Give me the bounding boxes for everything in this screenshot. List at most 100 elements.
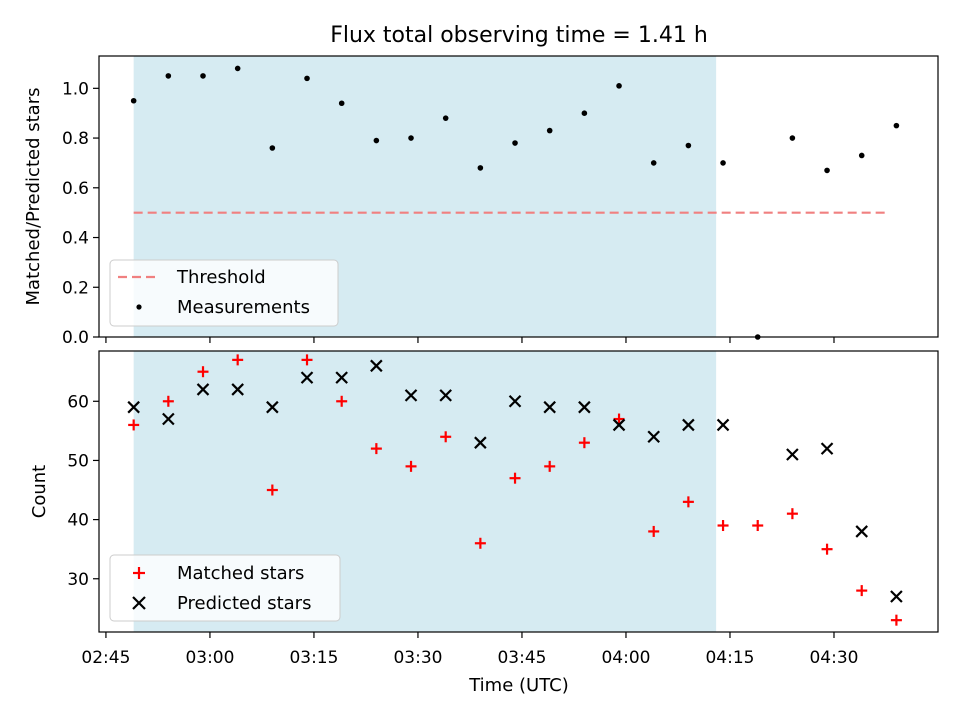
x-tick-label: 04:00: [601, 648, 650, 668]
matched-star-marker: [509, 472, 521, 484]
predicted-star-marker: [612, 418, 626, 432]
y-tick-label: 1.0: [62, 79, 89, 99]
y-tick-label: 40: [67, 511, 89, 531]
y-tick-label: 0.6: [62, 179, 89, 199]
measurement-point: [789, 135, 796, 141]
measurement-point: [893, 122, 900, 129]
x-tick-label: 03:45: [497, 648, 546, 668]
matched-star-marker: [370, 443, 382, 455]
ratio-panel: 0.0 0.2 0.4 0.6 0.8 1.0 Matched/Predicted sta…: [23, 55, 939, 348]
predicted-star-marker: [335, 371, 348, 384]
x-tick-label: 03:30: [393, 648, 442, 668]
predicted-star-marker: [231, 383, 244, 396]
predicted-star-marker: [127, 400, 140, 414]
ratio-y-axis: 0.0 0.2 0.4 0.6 0.8 1.0: [62, 79, 99, 348]
x-tick-label: 04:15: [705, 648, 754, 668]
predicted-star-marker: [890, 590, 903, 603]
legend-matched-swatch: [133, 567, 145, 579]
predicted-star-marker: [266, 400, 279, 414]
x-tick-label: 03:00: [185, 648, 234, 668]
measurement-point: [477, 165, 484, 171]
matched-star-marker: [440, 431, 452, 443]
matched-star-marker: [162, 395, 174, 407]
predicted-stars-markers: [127, 359, 903, 603]
legend-measurements-label: Measurements: [177, 297, 310, 318]
measurement-point: [546, 127, 553, 134]
matched-star-marker: [648, 525, 660, 537]
legend-predicted-swatch: [132, 596, 146, 610]
predicted-star-marker: [786, 448, 799, 461]
predicted-star-marker: [647, 430, 660, 444]
predicted-star-marker: [508, 395, 522, 408]
matched-star-marker: [266, 484, 278, 496]
predicted-star-marker: [404, 389, 418, 402]
matched-star-marker: [405, 460, 417, 472]
count-x-axis: 02:45 03:00 03:15 03:30 03:45 04:00 04:15 04:30: [81, 632, 858, 668]
x-tick-label: 02:45: [81, 648, 130, 668]
ratio-x-ticks: [105, 337, 835, 343]
legend-matched-label: Matched stars: [177, 563, 304, 584]
measurement-point: [442, 115, 449, 121]
predicted-star-marker: [855, 525, 869, 538]
measurement-point: [234, 65, 241, 72]
predicted-star-marker: [439, 389, 452, 402]
matched-star-marker: [821, 543, 833, 555]
x-tick-label: 04:30: [809, 648, 858, 668]
ratio-plot-frame: [98, 55, 939, 338]
predicted-star-marker: [682, 418, 695, 432]
measurement-point: [685, 142, 692, 149]
predicted-star-marker: [820, 442, 834, 455]
matched-star-marker: [717, 520, 729, 532]
x-axis-label: Time (UTC): [468, 675, 569, 696]
measurement-point: [304, 75, 310, 82]
matched-star-marker: [613, 413, 625, 425]
y-tick-label: 0.0: [62, 328, 89, 348]
measurement-point: [581, 110, 588, 116]
measurement-point: [269, 145, 276, 151]
predicted-star-marker: [162, 412, 175, 426]
predicted-star-marker: [370, 359, 383, 373]
y-tick-label: 0.8: [62, 129, 89, 149]
legend-measurements-swatch: [136, 304, 142, 310]
measurement-point: [338, 100, 345, 107]
measurement-point: [858, 152, 865, 159]
matched-star-marker: [544, 460, 556, 472]
count-plot-frame: [98, 350, 939, 633]
matched-star-marker: [890, 614, 902, 626]
measurement-point: [165, 73, 172, 79]
measurement-point: [200, 73, 206, 79]
predicted-star-marker: [300, 371, 314, 384]
y-tick-label: 60: [67, 392, 89, 412]
count-y-label: Count: [29, 465, 50, 518]
measurement-point: [650, 160, 657, 166]
legend-predicted-label: Predicted stars: [177, 593, 311, 614]
matched-star-marker: [128, 419, 140, 431]
ratio-legend: Threshold Measurements: [109, 259, 339, 327]
count-legend: Matched stars Predicted stars: [109, 554, 341, 622]
matched-star-marker: [786, 508, 798, 520]
predicted-star-marker: [578, 400, 591, 414]
matched-stars-markers: [128, 354, 902, 626]
matched-star-marker: [336, 395, 348, 407]
matched-star-marker: [474, 537, 486, 549]
matched-star-marker: [856, 585, 868, 597]
measurement-point: [616, 83, 622, 89]
measurement-points: [130, 65, 900, 340]
count-y-axis: 30 40 50 60: [67, 392, 99, 590]
predicted-star-marker: [716, 418, 730, 432]
y-tick-label: 0.2: [62, 278, 89, 298]
figure-title: Flux total observing time = 1.41 h: [330, 23, 708, 48]
matched-star-marker: [232, 354, 244, 366]
predicted-star-marker: [196, 383, 210, 396]
legend-threshold-label: Threshold: [176, 267, 266, 288]
measurement-point: [408, 135, 414, 141]
y-tick-label: 0.4: [62, 229, 89, 249]
matched-star-marker: [578, 437, 590, 449]
predicted-star-marker: [543, 400, 556, 414]
y-tick-label: 30: [67, 570, 89, 590]
measurement-point: [373, 137, 380, 144]
measurement-point: [720, 160, 726, 166]
y-tick-label: 50: [67, 451, 89, 471]
